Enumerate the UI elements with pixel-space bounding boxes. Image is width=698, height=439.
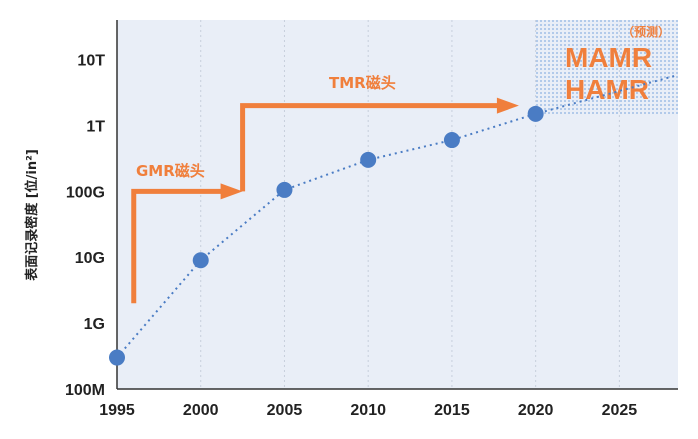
x-tick-label: 1995 — [99, 402, 135, 419]
forecast-zone — [535, 20, 678, 115]
data-points — [109, 105, 544, 366]
technology-arrows — [131, 97, 519, 304]
forecast-label: （预测） — [622, 24, 670, 39]
y-tick-label: 10T — [77, 53, 105, 70]
data-point — [527, 105, 544, 122]
tmr-label: TMR磁头 — [329, 74, 396, 92]
x-tick-label: 2005 — [267, 402, 303, 419]
y-tick-label: 100M — [65, 382, 105, 399]
y-ticks: 100M 1G 10G 100G 1T 10T — [65, 53, 105, 399]
gmr-label: GMR磁头 — [136, 162, 205, 180]
data-point — [443, 132, 460, 149]
x-tick-label: 2010 — [350, 402, 386, 419]
forecast-dotted-area — [535, 20, 678, 115]
technology-arrow — [240, 103, 499, 192]
y-axis-label: 表面记录密度 [位/in²] — [24, 149, 40, 282]
y-tick-label: 10G — [75, 250, 105, 267]
x-tick-label: 2020 — [518, 402, 554, 419]
x-tick-label: 2000 — [183, 402, 219, 419]
data-point — [360, 151, 377, 168]
arrow-head — [220, 183, 243, 200]
y-tick-label: 1T — [86, 118, 105, 135]
gridlines — [200, 20, 620, 389]
y-tick-label: 1G — [84, 316, 105, 333]
x-ticks: 1995 2000 2005 2010 2015 2020 2025 — [99, 402, 637, 419]
technology-arrow — [131, 188, 223, 304]
x-tick-label: 2025 — [602, 402, 638, 419]
x-tick-label: 2015 — [434, 402, 470, 419]
hamr-label: HAMR — [565, 74, 649, 105]
y-tick-label: 100G — [66, 184, 105, 201]
data-point — [192, 252, 209, 269]
data-point — [276, 181, 293, 198]
data-point — [109, 349, 125, 366]
arrow-head — [496, 97, 519, 114]
mamr-label: MAMR — [565, 42, 652, 73]
